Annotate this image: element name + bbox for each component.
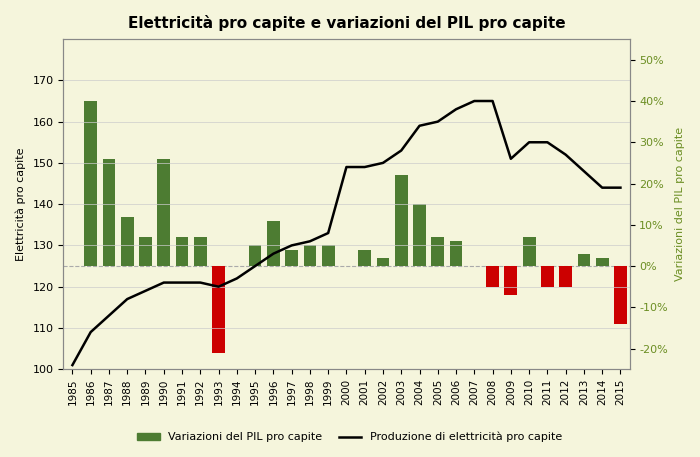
Y-axis label: Variazioni del PIL pro capite: Variazioni del PIL pro capite: [675, 127, 685, 281]
Bar: [559, 266, 572, 287]
Bar: [139, 237, 152, 266]
Bar: [505, 266, 517, 295]
Bar: [578, 254, 590, 266]
Bar: [614, 266, 626, 324]
Bar: [377, 258, 389, 266]
Bar: [596, 258, 608, 266]
Bar: [103, 159, 116, 266]
Title: Elettricità pro capite e variazioni del PIL pro capite: Elettricità pro capite e variazioni del …: [127, 15, 566, 31]
Bar: [84, 101, 97, 266]
Bar: [523, 237, 536, 266]
Bar: [158, 159, 170, 266]
Bar: [431, 237, 444, 266]
Bar: [267, 221, 280, 266]
Bar: [285, 250, 298, 266]
Bar: [121, 217, 134, 266]
Bar: [248, 245, 262, 266]
Y-axis label: Elettricità pro capite: Elettricità pro capite: [15, 148, 25, 261]
Bar: [194, 237, 206, 266]
Legend: Variazioni del PIL pro capite, Produzione di elettricità pro capite: Variazioni del PIL pro capite, Produzion…: [133, 427, 567, 447]
Bar: [304, 245, 316, 266]
Bar: [486, 266, 499, 287]
Bar: [449, 241, 463, 266]
Bar: [541, 266, 554, 287]
Bar: [322, 245, 335, 266]
Bar: [212, 266, 225, 353]
Bar: [358, 250, 371, 266]
Bar: [176, 237, 188, 266]
Bar: [395, 175, 407, 266]
Bar: [413, 204, 426, 266]
